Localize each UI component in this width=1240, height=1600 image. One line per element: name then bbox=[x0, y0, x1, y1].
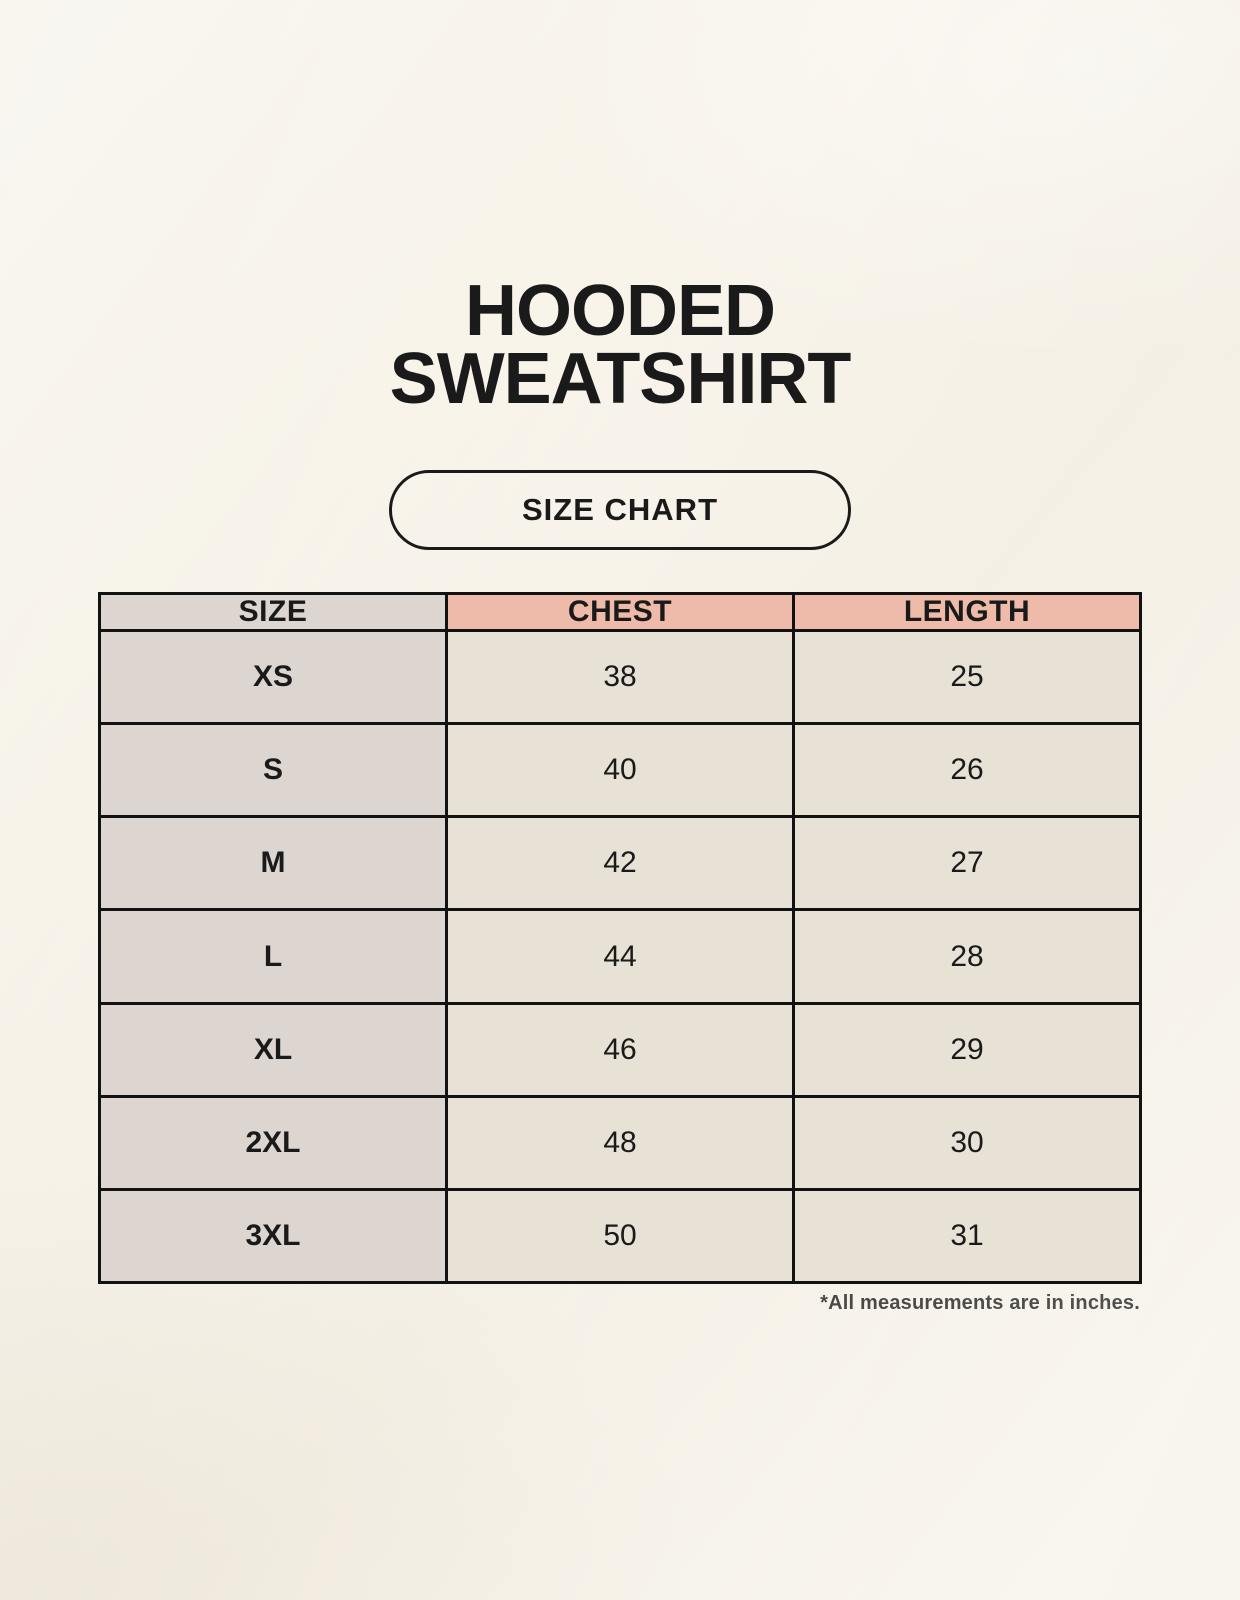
table-row: 2XL 48 30 bbox=[98, 1094, 1142, 1191]
table-row: M 42 27 bbox=[98, 815, 1142, 912]
table-row: 3XL 50 31 bbox=[98, 1187, 1142, 1285]
size-label-cell: XS bbox=[98, 629, 448, 726]
measurement-cell: 46 bbox=[445, 1001, 795, 1098]
table-row: L 44 28 bbox=[98, 908, 1142, 1005]
size-label-cell: M bbox=[98, 815, 448, 912]
size-table: SIZE CHEST LENGTH XS 38 25 S 40 26 M 42 27 L 44 28 XL 4… bbox=[98, 592, 1142, 1285]
column-header-length: LENGTH bbox=[792, 592, 1142, 633]
table-row: XL 46 29 bbox=[98, 1001, 1142, 1098]
measurement-cell: 50 bbox=[445, 1187, 795, 1285]
size-label-cell: 2XL bbox=[98, 1094, 448, 1191]
table-row: S 40 26 bbox=[98, 722, 1142, 819]
measurement-cell: 28 bbox=[792, 908, 1142, 1005]
measurement-cell: 31 bbox=[792, 1187, 1142, 1285]
header: HOODED SWEATSHIRT SIZE CHART bbox=[0, 0, 1240, 551]
measurement-cell: 44 bbox=[445, 908, 795, 1005]
measurement-cell: 25 bbox=[792, 629, 1142, 726]
size-chart-badge[interactable]: SIZE CHART bbox=[389, 470, 851, 551]
title-line-1: HOODED bbox=[464, 271, 776, 351]
column-header-size: SIZE bbox=[98, 592, 448, 633]
table-row: XS 38 25 bbox=[98, 629, 1142, 726]
size-label-cell: 3XL bbox=[98, 1187, 448, 1285]
measurement-cell: 26 bbox=[792, 722, 1142, 819]
table-body: XS 38 25 S 40 26 M 42 27 L 44 28 XL 46 29 2XL 48 30 3XL 50 3… bbox=[98, 629, 1142, 1285]
measurement-cell: 29 bbox=[792, 1001, 1142, 1098]
measurement-cell: 48 bbox=[445, 1094, 795, 1191]
page-title: HOODED SWEATSHIRT bbox=[0, 271, 1240, 420]
table-header-row: SIZE CHEST LENGTH bbox=[98, 592, 1142, 633]
size-label-cell: S bbox=[98, 722, 448, 819]
measurement-cell: 38 bbox=[445, 629, 795, 726]
size-label-cell: L bbox=[98, 908, 448, 1005]
measurement-cell: 42 bbox=[445, 815, 795, 912]
title-line-2: SWEATSHIRT bbox=[389, 339, 852, 420]
column-header-chest: CHEST bbox=[445, 592, 795, 633]
measurement-cell: 30 bbox=[792, 1094, 1142, 1191]
measurement-cell: 27 bbox=[792, 815, 1142, 912]
table-head: SIZE CHEST LENGTH bbox=[98, 592, 1142, 633]
footnote: *All measurements are in inches. bbox=[820, 1292, 1140, 1315]
size-label-cell: XL bbox=[98, 1001, 448, 1098]
measurement-cell: 40 bbox=[445, 722, 795, 819]
